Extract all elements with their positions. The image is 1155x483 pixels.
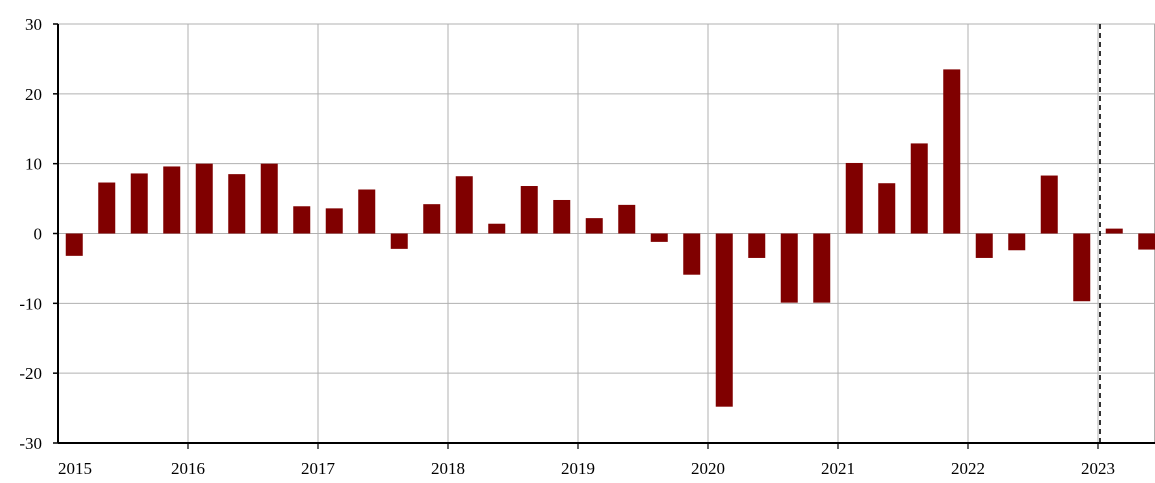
y-tick-label: 20 xyxy=(25,85,42,104)
bar xyxy=(520,186,538,234)
y-tick-label: -20 xyxy=(19,364,42,383)
bar xyxy=(325,208,343,234)
tick-labels: -30 -20 -10 0 10 20 30 2015 2016 2017 2018 2019 2020… xyxy=(19,15,1115,478)
bars xyxy=(65,69,1155,407)
bar xyxy=(130,173,148,234)
bar xyxy=(98,182,116,234)
x-tick-label: 2021 xyxy=(821,459,855,478)
bar xyxy=(780,233,798,303)
bar xyxy=(1040,175,1058,234)
x-tick-label: 2018 xyxy=(431,459,465,478)
bar xyxy=(455,176,473,234)
x-tick-label: 2017 xyxy=(301,459,336,478)
bar xyxy=(488,223,506,234)
bar xyxy=(228,174,246,234)
bar xyxy=(423,204,441,234)
bar xyxy=(585,218,603,234)
bar xyxy=(293,206,311,234)
axes xyxy=(53,23,1155,449)
x-tick-label: 2023 xyxy=(1081,459,1115,478)
y-tick-label: 10 xyxy=(25,155,42,174)
bar xyxy=(975,233,993,258)
bar xyxy=(195,163,213,234)
bar xyxy=(1105,228,1123,234)
bar xyxy=(618,204,636,234)
bar xyxy=(553,199,571,234)
y-tick-label: 0 xyxy=(34,225,43,244)
bar xyxy=(845,162,863,234)
bar xyxy=(358,189,376,234)
bar xyxy=(715,233,733,407)
bar xyxy=(813,233,831,303)
bar xyxy=(650,233,668,242)
x-tick-label: 2015 xyxy=(58,459,92,478)
bar xyxy=(260,163,278,234)
y-tick-label: -30 xyxy=(19,434,42,453)
bar xyxy=(163,166,181,234)
bar xyxy=(1138,233,1155,250)
x-tick-label: 2016 xyxy=(171,459,205,478)
bar xyxy=(878,183,896,234)
y-tick-label: 30 xyxy=(25,15,42,34)
bar xyxy=(1073,233,1091,302)
bar xyxy=(943,69,961,234)
bar xyxy=(748,233,766,258)
bar xyxy=(65,233,83,256)
x-tick-label: 2020 xyxy=(691,459,725,478)
x-tick-label: 2019 xyxy=(561,459,595,478)
bar xyxy=(683,233,701,275)
bar xyxy=(910,143,928,234)
y-tick-label: -10 xyxy=(19,294,42,313)
x-tick-label: 2022 xyxy=(951,459,985,478)
bar xyxy=(390,233,408,249)
bar xyxy=(1008,233,1026,251)
